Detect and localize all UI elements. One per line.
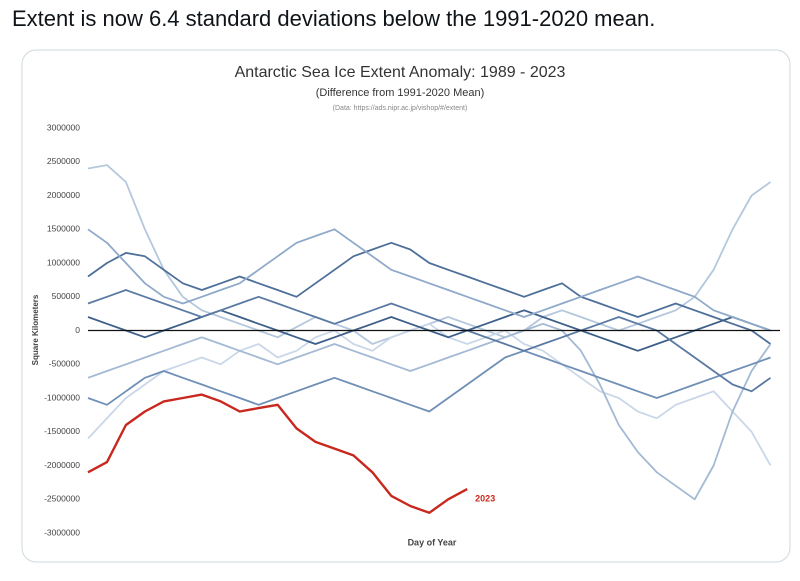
series-line (87, 322, 772, 501)
x-axis-label: Day of Year (408, 537, 457, 547)
series-line (87, 228, 771, 332)
series-line (87, 393, 468, 514)
chart-title: Antarctic Sea Ice Extent Anomaly: 1989 -… (235, 64, 566, 81)
chart-source: (Data: https://ads.nipr.ac.jp/vishop/#/e… (333, 105, 468, 112)
series-line (87, 322, 772, 466)
y-tick-label: 1000000 (47, 257, 80, 267)
y-axis-label: Square Kilometers (31, 294, 40, 365)
y-tick-label: 3000000 (47, 122, 80, 132)
chart-card (21, 49, 791, 563)
series-label: 2023 (475, 494, 495, 504)
y-tick-label: -1000000 (44, 392, 80, 402)
y-tick-label: 500000 (52, 291, 81, 301)
y-tick-label: -500000 (49, 359, 80, 369)
tweet-text: Extent is now 6.4 standard deviations be… (12, 6, 656, 31)
y-tick-label: 0 (75, 325, 80, 335)
chart-subtitle: (Difference from 1991-2020 Mean) (316, 87, 485, 99)
y-tick-label: 1500000 (47, 224, 80, 234)
y-tick-label: -2500000 (44, 494, 80, 504)
y-tick-label: -2000000 (44, 460, 80, 470)
y-tick-label: -1500000 (44, 426, 80, 436)
y-tick-label: 2000000 (47, 190, 80, 200)
series-line (87, 349, 771, 413)
series-line (87, 241, 772, 345)
y-tick-label: -3000000 (44, 527, 80, 537)
y-tick-label: 2500000 (47, 156, 80, 166)
